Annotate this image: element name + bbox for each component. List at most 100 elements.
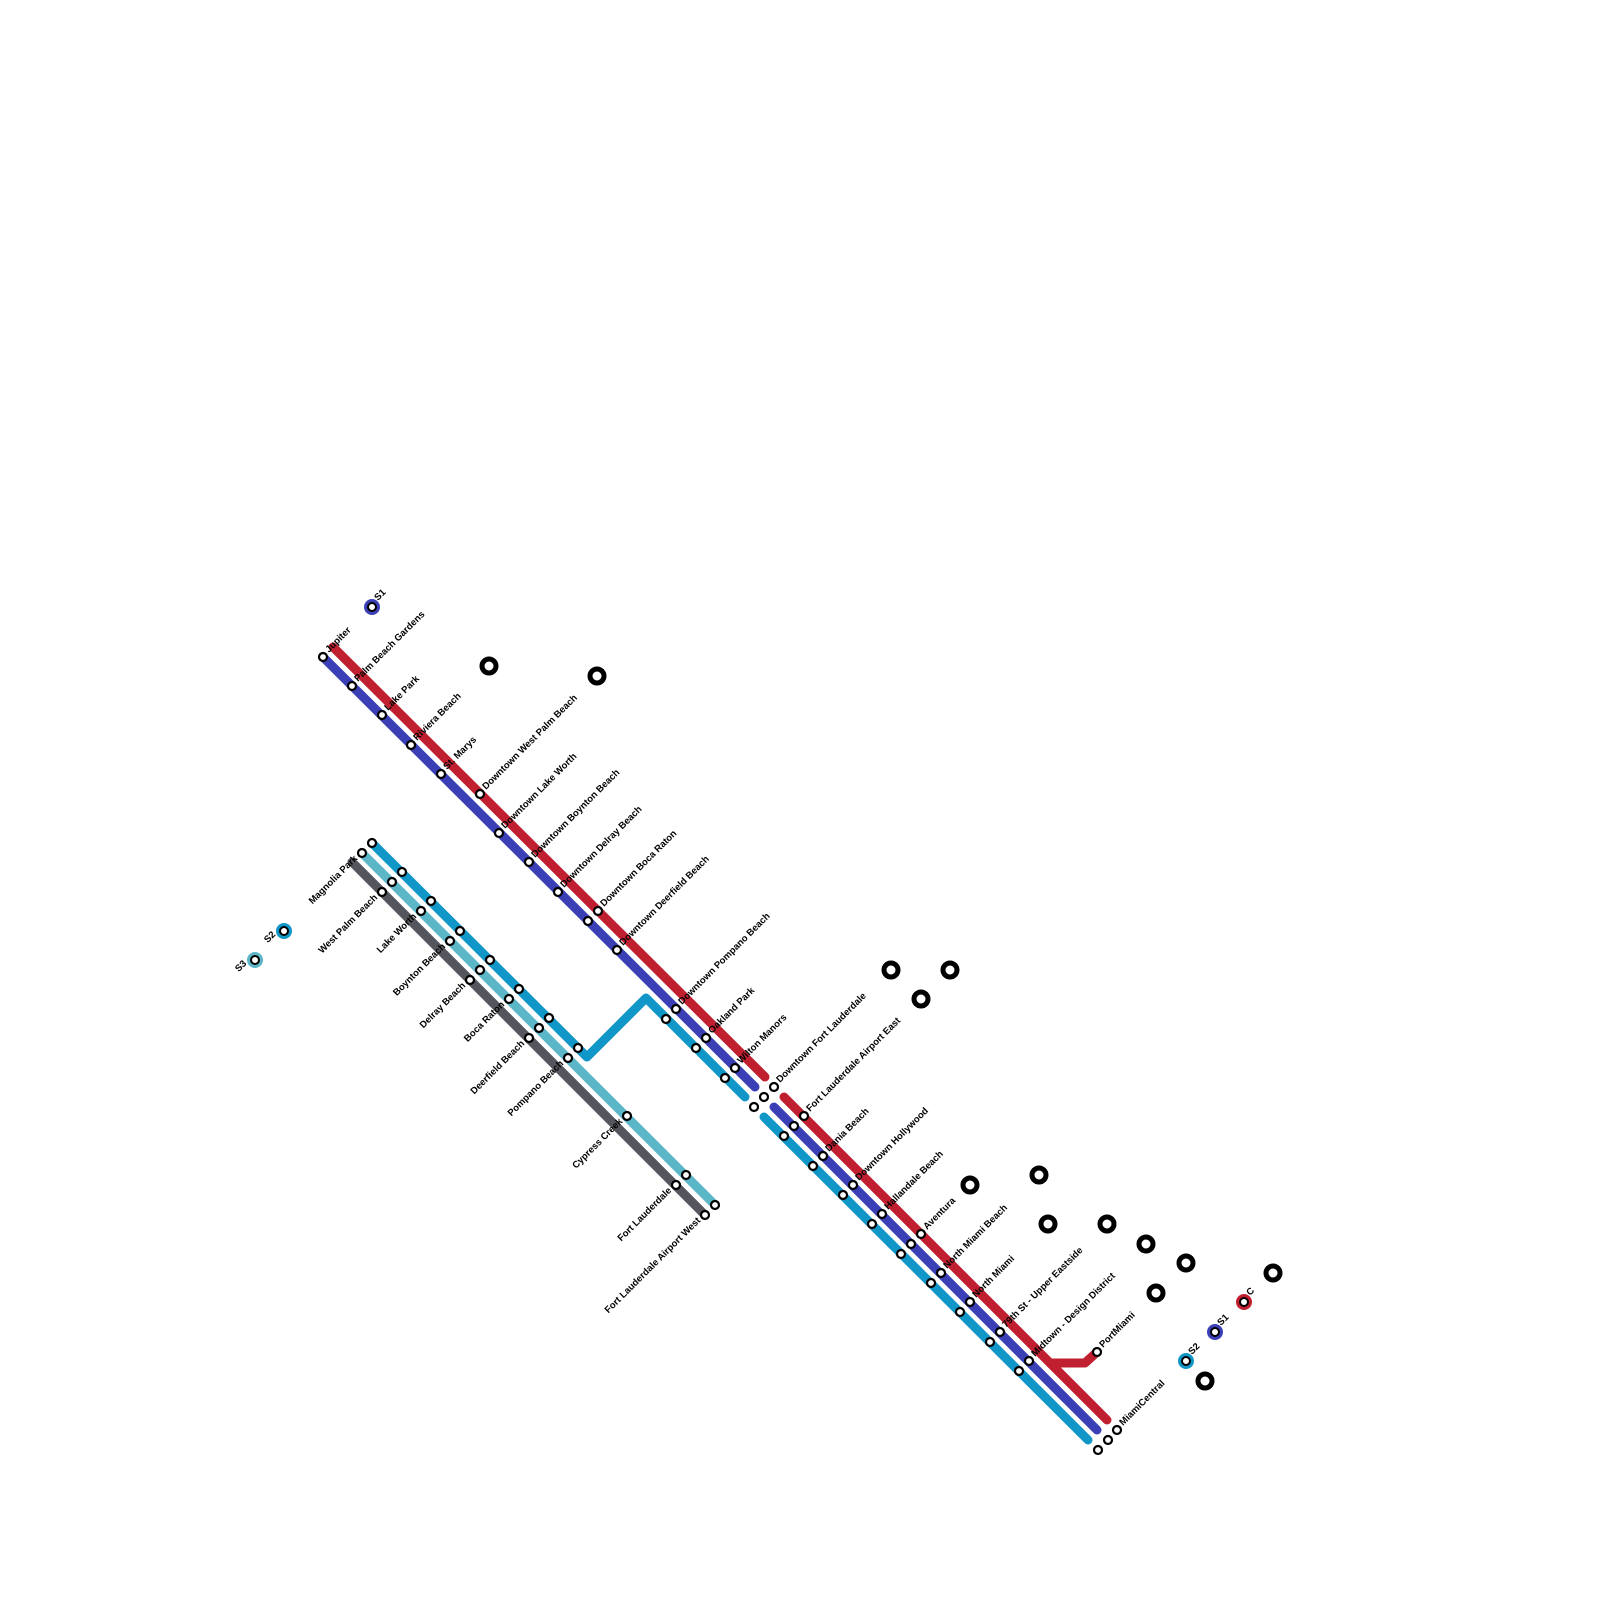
station-dot xyxy=(954,1306,966,1318)
badge-dot xyxy=(367,602,377,612)
station-label: Fort Lauderdale Airport West xyxy=(603,1215,704,1316)
station-dot xyxy=(905,1238,917,1250)
station-dot xyxy=(994,1326,1006,1338)
station-label: Fort Lauderdale Airport East xyxy=(804,1015,903,1114)
station-label: Downtown Pompano Beach xyxy=(676,911,772,1007)
station-dot xyxy=(1092,1444,1104,1456)
station-dot xyxy=(484,954,496,966)
station-dot xyxy=(925,1277,937,1289)
station-dot xyxy=(876,1208,888,1220)
amenity-icon xyxy=(1136,1234,1156,1254)
station-dot xyxy=(386,876,398,888)
station-label: Deerfield Beach xyxy=(469,1038,528,1097)
station-dot xyxy=(523,1032,535,1044)
station-dot xyxy=(984,1336,996,1348)
amenity-icon xyxy=(960,1175,980,1195)
station-dot xyxy=(356,847,368,859)
station-label: Downtown West Palm Beach xyxy=(480,693,580,793)
station-dot xyxy=(376,886,388,898)
station-dot xyxy=(435,768,447,780)
station-dot xyxy=(592,905,604,917)
station-dot xyxy=(543,1012,555,1024)
route-lines xyxy=(318,642,1112,1445)
station-dot xyxy=(552,886,564,898)
station-dot xyxy=(837,1189,849,1201)
station-dot xyxy=(474,788,486,800)
station-dot xyxy=(376,709,388,721)
station-dot xyxy=(562,1052,574,1064)
station-dot xyxy=(798,1110,810,1122)
station-dot xyxy=(513,983,525,995)
station-dot xyxy=(935,1267,947,1279)
coastal-red-line xyxy=(328,642,770,1082)
badge-label: S2 xyxy=(262,929,278,945)
station-dot xyxy=(493,827,505,839)
station-dot xyxy=(317,651,329,663)
badge-dot xyxy=(279,926,289,936)
station-dot xyxy=(758,1091,770,1103)
amenity-icon xyxy=(1097,1214,1117,1234)
station-dot xyxy=(709,1199,721,1211)
station-label: Oakland Park xyxy=(706,985,757,1036)
station-dot xyxy=(768,1081,780,1093)
station-label: Cypress Creek xyxy=(570,1116,625,1171)
station-dot xyxy=(533,1022,545,1034)
badge-dot xyxy=(250,955,260,965)
station-dot xyxy=(415,905,427,917)
badge-dot xyxy=(1210,1327,1220,1337)
station-label: St. Marys xyxy=(441,734,479,772)
station-label: Boynton Beach xyxy=(391,941,448,998)
station-dot xyxy=(895,1248,907,1260)
station-dot xyxy=(405,739,417,751)
station-label: Magnolia Park xyxy=(307,853,361,907)
amenity-icon xyxy=(587,666,607,686)
station-label: West Palm Beach xyxy=(316,892,380,956)
station-label: North Miami Beach xyxy=(941,1202,1010,1271)
amenity-icon xyxy=(881,960,901,980)
station-dot xyxy=(1111,1424,1123,1436)
badge-dot xyxy=(1239,1297,1249,1307)
amenity-icon xyxy=(479,656,499,676)
station-dot xyxy=(474,964,486,976)
amenity-icon xyxy=(1146,1283,1166,1303)
station-dot xyxy=(729,1062,741,1074)
station-dot xyxy=(1102,1434,1114,1446)
badge-label: S3 xyxy=(233,958,249,974)
station-dot xyxy=(660,1013,672,1025)
station-dot xyxy=(964,1296,976,1308)
station-dot xyxy=(444,935,456,947)
amenity-icon xyxy=(1029,1165,1049,1185)
amenity-icon xyxy=(1176,1253,1196,1273)
station-dot xyxy=(366,837,378,849)
coastal-blue-line xyxy=(318,652,760,1092)
station-dot xyxy=(572,1042,584,1054)
station-label: Lake Worth xyxy=(375,911,419,955)
station-dot xyxy=(817,1150,829,1162)
amenity-icons xyxy=(479,656,1283,1391)
station-dot xyxy=(778,1130,790,1142)
station-dot xyxy=(503,993,515,1005)
station-dot xyxy=(788,1120,800,1132)
station-dot xyxy=(670,1179,682,1191)
station-label: Hallandale Beach xyxy=(882,1149,946,1213)
amenity-icon xyxy=(1263,1263,1283,1283)
south-cyan-line xyxy=(759,1112,1093,1445)
station-dot xyxy=(670,1003,682,1015)
station-dot xyxy=(523,856,535,868)
station-dot xyxy=(847,1179,859,1191)
station-dot xyxy=(700,1032,712,1044)
port-branch xyxy=(1045,1347,1102,1368)
badge-dot xyxy=(1181,1356,1191,1366)
south-blue-line xyxy=(769,1102,1102,1435)
station-label: North Miami xyxy=(970,1254,1017,1301)
station-label: Riviera Beach xyxy=(411,691,463,743)
station-label: Palm Beach Gardens xyxy=(352,609,427,684)
station-label: PortMiami xyxy=(1097,1310,1137,1350)
station-label: Delray Beach xyxy=(418,980,468,1030)
station-dot xyxy=(454,925,466,937)
station-dot xyxy=(1013,1365,1025,1377)
station-dot xyxy=(464,974,476,986)
station-dot xyxy=(807,1160,819,1172)
station-dot xyxy=(425,895,437,907)
station-dot xyxy=(719,1072,731,1084)
